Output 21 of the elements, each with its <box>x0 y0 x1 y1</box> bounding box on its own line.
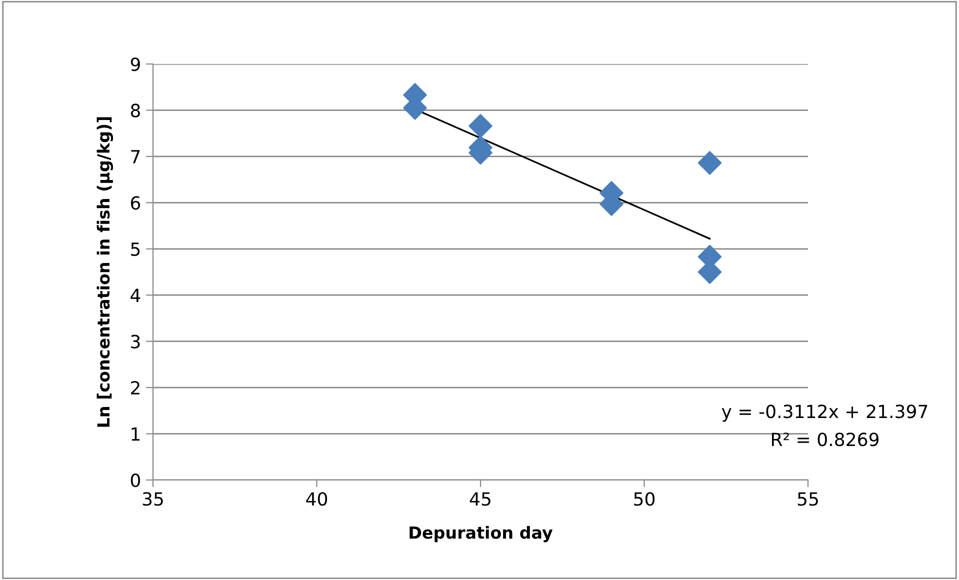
y-tick-label: 4 <box>130 288 140 302</box>
annotation: R² = 0.8269 <box>772 432 879 446</box>
point <box>698 151 722 175</box>
x-tick-label: 45 <box>470 492 490 506</box>
x-tick-label: 55 <box>798 492 818 506</box>
annotation: y = -0.3112x + 21.397 <box>722 404 928 422</box>
x-tick-label: 40 <box>306 492 328 506</box>
y-axis-title: Ln [concentration in fish (µg/kg)] <box>96 117 114 427</box>
y-tick-label: 3 <box>131 334 140 348</box>
y-tick-label: 7 <box>131 150 140 164</box>
y-tick-label: 6 <box>130 196 140 210</box>
y-tick-label: 1 <box>132 427 140 441</box>
y-tick-label: 2 <box>131 381 140 394</box>
y-tick-label: 9 <box>130 57 140 72</box>
y-tick-label: 8 <box>130 104 140 118</box>
x-axis-title: Depuration day <box>410 526 553 542</box>
point <box>468 114 492 138</box>
x-tick-label: 35 <box>142 492 163 506</box>
y-tick-label: 5 <box>131 242 140 256</box>
x-tick-label: 50 <box>634 492 655 506</box>
y-tick-label: 0 <box>130 473 140 488</box>
